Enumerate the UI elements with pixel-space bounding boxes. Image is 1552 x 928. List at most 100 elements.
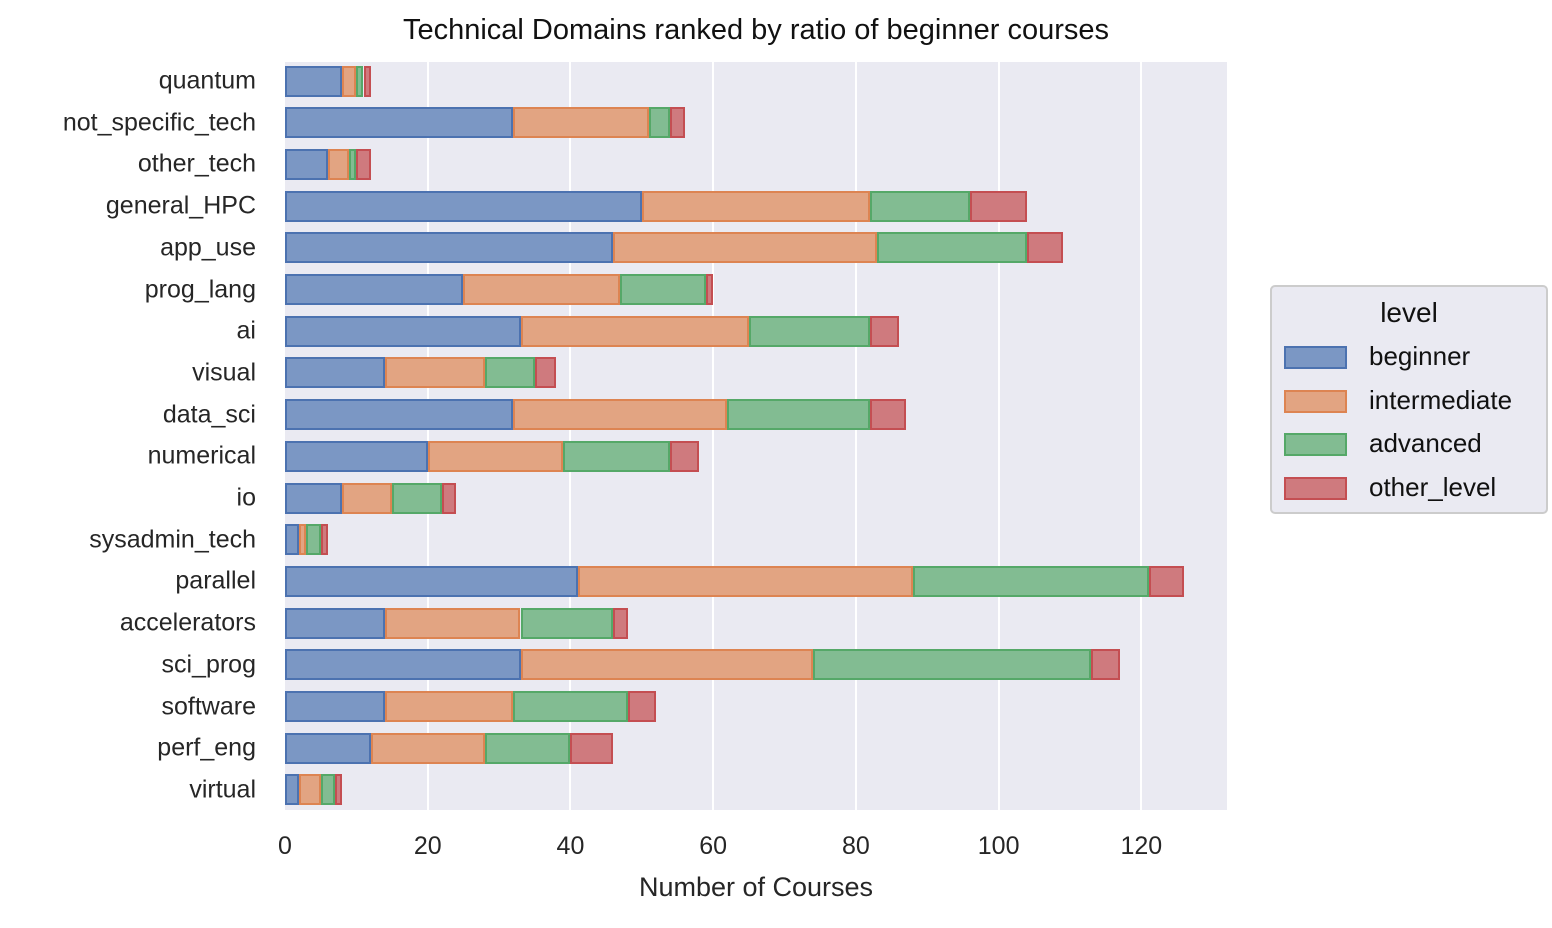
bar-segment-beginner bbox=[285, 607, 385, 639]
bar-segment-beginner bbox=[285, 524, 300, 556]
bar-segment-beginner bbox=[285, 274, 464, 305]
bar-segment-intermediate bbox=[520, 649, 814, 681]
bar-segment-other_level bbox=[627, 691, 657, 722]
bar-segment-advanced bbox=[356, 65, 364, 97]
legend-title: level bbox=[1380, 297, 1438, 328]
bar-segment-beginner bbox=[285, 107, 514, 139]
bar-segment-beginner bbox=[285, 440, 428, 472]
legend-label: beginner bbox=[1369, 341, 1471, 371]
y-tick-label: parallel bbox=[175, 566, 256, 595]
bar-segment-intermediate bbox=[299, 774, 321, 806]
bar-segment-other_level bbox=[570, 732, 614, 764]
bar-segment-other_level bbox=[363, 65, 371, 97]
y-tick-label: data_sci bbox=[162, 400, 256, 429]
y-tick-label: numerical bbox=[147, 441, 256, 470]
bar-segment-intermediate bbox=[641, 190, 871, 222]
gridline bbox=[426, 62, 429, 810]
bar-segment-other_level bbox=[870, 315, 899, 347]
bar-segment-other_level bbox=[534, 357, 557, 389]
y-tick-label: accelerators bbox=[119, 608, 256, 637]
y-tick-label: io bbox=[236, 483, 256, 512]
y-tick-label: ai bbox=[236, 316, 256, 345]
bar-segment-intermediate bbox=[299, 524, 307, 556]
bar-segment-intermediate bbox=[384, 691, 514, 722]
bar-segment-advanced bbox=[484, 732, 571, 764]
bar-segment-intermediate bbox=[384, 607, 521, 639]
bar-segment-other_level bbox=[670, 107, 685, 139]
bar-segment-beginner bbox=[285, 190, 642, 222]
bar-segment-beginner bbox=[285, 732, 371, 764]
x-tick-label: 80 bbox=[842, 832, 870, 860]
x-tick-label: 40 bbox=[556, 832, 585, 860]
y-tick-label: sci_prog bbox=[161, 650, 257, 679]
bar-segment-advanced bbox=[320, 774, 335, 806]
x-tick-label: 60 bbox=[699, 832, 728, 860]
bar-segment-advanced bbox=[877, 232, 1028, 264]
bar-segment-beginner bbox=[285, 691, 385, 722]
y-tick-label: virtual bbox=[189, 775, 256, 804]
bar-segment-advanced bbox=[648, 107, 671, 139]
legend-swatch bbox=[1284, 389, 1347, 413]
bar-segment-beginner bbox=[285, 399, 514, 431]
bar-segment-advanced bbox=[306, 524, 321, 556]
bar-segment-other_level bbox=[1091, 649, 1120, 681]
legend-label: other_level bbox=[1369, 471, 1497, 502]
bar-segment-beginner bbox=[285, 482, 343, 514]
y-tick-label: app_use bbox=[160, 233, 256, 262]
gridline bbox=[854, 62, 857, 810]
gridline bbox=[1140, 62, 1143, 810]
bar-segment-other_level bbox=[320, 524, 328, 556]
bar-segment-other_level bbox=[670, 440, 699, 472]
gridline bbox=[997, 62, 1000, 810]
bar-segment-beginner bbox=[285, 65, 343, 97]
bar-segment-other_level bbox=[613, 607, 628, 639]
bar-segment-beginner bbox=[285, 565, 578, 597]
bar-segment-other_level bbox=[1027, 232, 1063, 264]
bar-segment-other_level bbox=[356, 148, 371, 180]
bar-segment-advanced bbox=[392, 482, 442, 514]
legend-swatch bbox=[1284, 476, 1347, 500]
x-tick-label: 0 bbox=[278, 832, 292, 860]
legend-swatch bbox=[1284, 433, 1347, 456]
bar-segment-beginner bbox=[285, 649, 521, 681]
gridline bbox=[569, 62, 572, 810]
x-tick-label: 20 bbox=[413, 832, 442, 860]
y-tick-label: visual bbox=[192, 358, 256, 387]
bar-segment-advanced bbox=[727, 399, 871, 431]
bar-segment-intermediate bbox=[520, 315, 749, 347]
bar-segment-other_level bbox=[970, 190, 1028, 222]
bar-segment-advanced bbox=[813, 649, 1092, 681]
y-tick-label: quantum bbox=[158, 66, 256, 95]
bar-segment-advanced bbox=[748, 315, 871, 347]
bar-segment-beginner bbox=[285, 357, 385, 389]
plot-area bbox=[285, 62, 1227, 810]
legend: level beginner intermediate advanced other_… bbox=[1270, 285, 1548, 514]
bar-segment-intermediate bbox=[463, 274, 621, 305]
bar-segment-intermediate bbox=[342, 482, 393, 514]
bar-segment-advanced bbox=[520, 607, 614, 639]
bar-segment-beginner bbox=[285, 315, 521, 347]
x-tick-label: 120 bbox=[1120, 832, 1163, 860]
bar-segment-intermediate bbox=[513, 107, 649, 139]
legend-label: advanced bbox=[1369, 428, 1482, 458]
bar-segment-other_level bbox=[706, 274, 714, 305]
y-tick-label: general_HPC bbox=[105, 191, 256, 220]
bar-segment-other_level bbox=[442, 482, 457, 514]
bar-segment-intermediate bbox=[384, 357, 485, 389]
chart-title: Technical Domains ranked by ratio of beg… bbox=[402, 14, 1110, 46]
bar-segment-intermediate bbox=[370, 732, 485, 764]
bar-segment-intermediate bbox=[327, 148, 350, 180]
bar-segment-advanced bbox=[563, 440, 671, 472]
bar-segment-other_level bbox=[1148, 565, 1185, 597]
x-axis-label: Number of Courses bbox=[638, 872, 874, 902]
bar-segment-intermediate bbox=[427, 440, 564, 472]
bar-segment-intermediate bbox=[577, 565, 913, 597]
bar-segment-intermediate bbox=[342, 65, 357, 97]
legend-label: intermediate bbox=[1369, 384, 1513, 415]
bar-segment-beginner bbox=[285, 232, 614, 264]
bar-segment-advanced bbox=[484, 357, 535, 389]
bar-segment-advanced bbox=[913, 565, 1149, 597]
legend-swatch bbox=[1284, 346, 1347, 369]
y-tick-label: sysadmin_tech bbox=[89, 525, 256, 554]
bar-segment-other_level bbox=[870, 399, 906, 431]
